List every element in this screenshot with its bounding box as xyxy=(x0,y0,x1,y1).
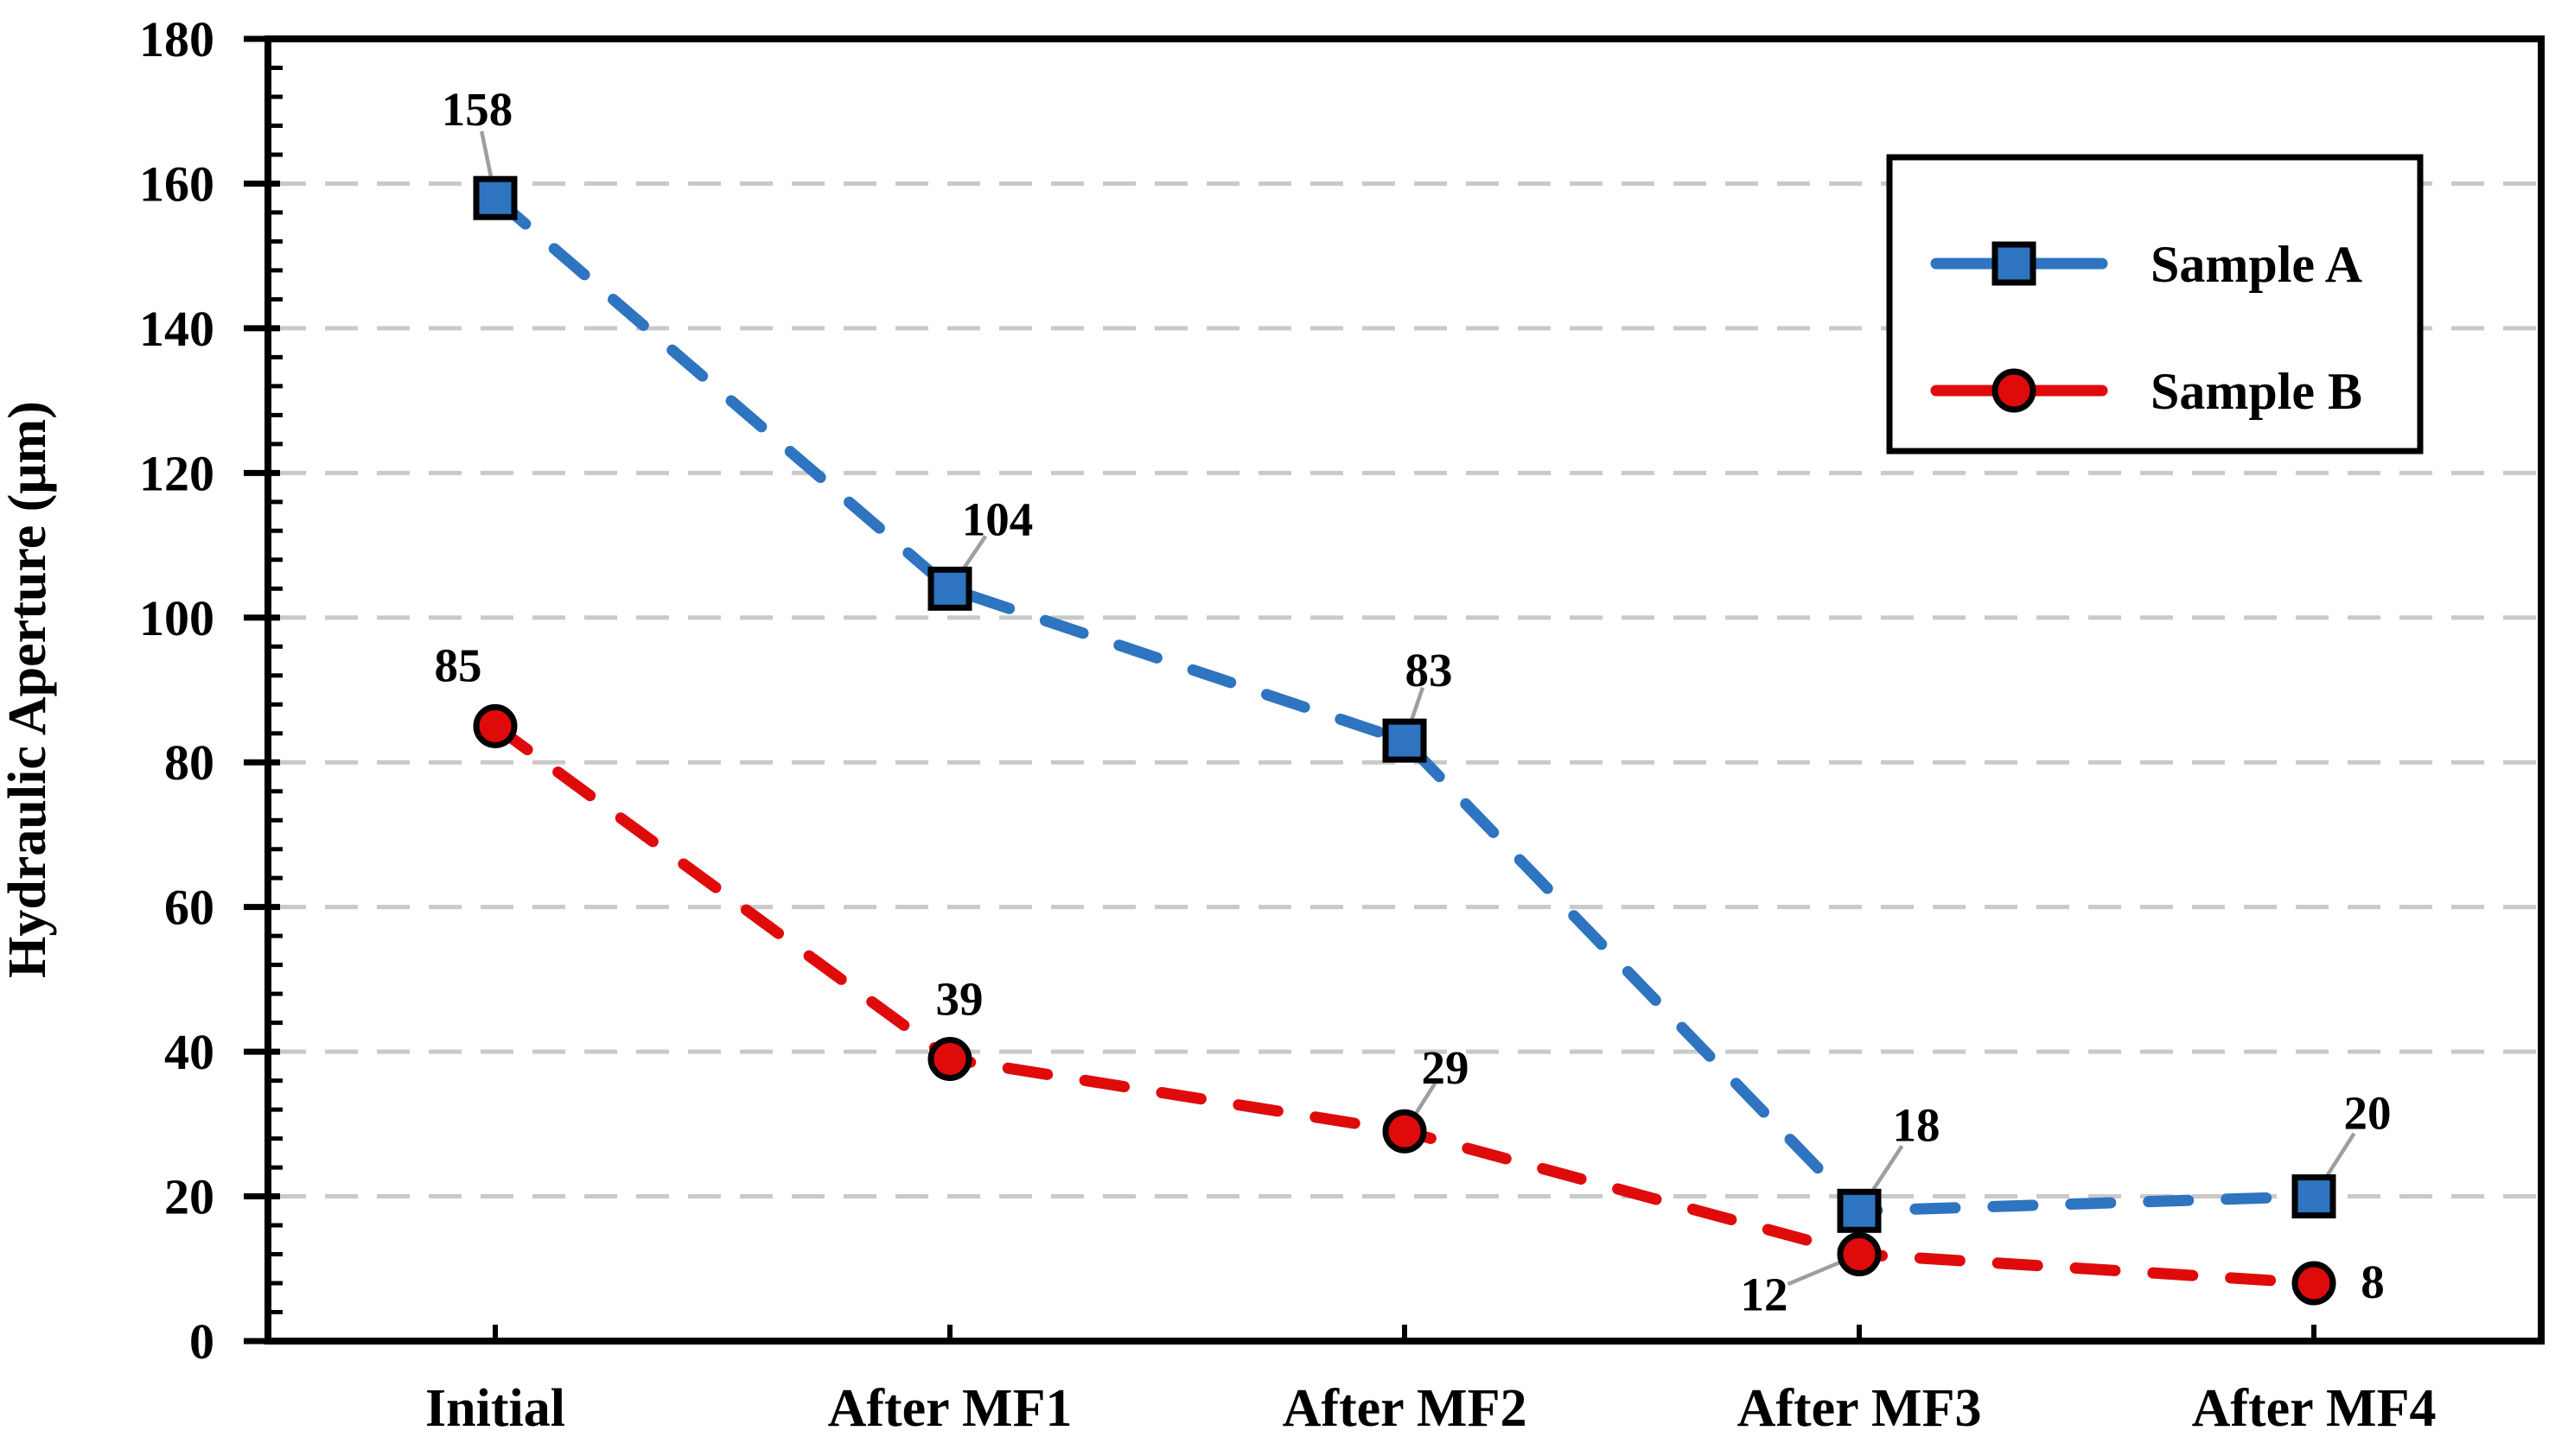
y-tick-label: 0 xyxy=(189,1313,214,1370)
data-label: 12 xyxy=(1741,1268,1788,1321)
legend: Sample A Sample B xyxy=(1886,154,2424,455)
y-tick-label: 100 xyxy=(139,590,214,646)
square-marker xyxy=(473,175,518,220)
data-label: 29 xyxy=(1422,1041,1469,1094)
y-tick-label: 120 xyxy=(139,445,214,501)
y-tick-label: 40 xyxy=(164,1024,214,1080)
y-tick-label: 160 xyxy=(139,156,214,212)
series-line-sample-b xyxy=(489,720,2320,1289)
x-category-label: Initial xyxy=(425,1379,565,1438)
x-category-label: After MF4 xyxy=(2192,1379,2437,1438)
data-label: 85 xyxy=(435,639,482,691)
y-tick-label: 80 xyxy=(164,734,214,791)
square-marker xyxy=(1837,1188,1882,1233)
data-label: 104 xyxy=(962,493,1034,545)
legend-circle-marker-icon xyxy=(1991,368,2036,413)
circle-marker xyxy=(1382,1109,1427,1154)
x-category-label: After MF1 xyxy=(828,1379,1073,1438)
data-label: 8 xyxy=(2361,1256,2385,1308)
x-category-label: After MF2 xyxy=(1283,1379,1527,1438)
square-marker xyxy=(927,566,972,611)
axes xyxy=(244,35,2545,1345)
data-point-labels: 158 104 83 18 20 85 39 29 12 8 xyxy=(435,83,2392,1320)
circle-marker xyxy=(1837,1232,1882,1277)
series-line-sample-a xyxy=(489,192,2320,1217)
data-point-markers xyxy=(473,175,2336,1306)
y-tick-label: 140 xyxy=(139,301,214,357)
legend-square-marker-icon xyxy=(1991,241,2036,286)
square-marker xyxy=(2291,1174,2336,1219)
y-tick-label: 180 xyxy=(139,11,214,67)
data-label: 83 xyxy=(1405,644,1453,696)
x-category-label: After MF3 xyxy=(1737,1379,1982,1438)
y-tick-label: 20 xyxy=(164,1169,214,1225)
circle-marker xyxy=(927,1036,972,1081)
data-label: 158 xyxy=(442,83,513,136)
square-marker xyxy=(1382,718,1427,763)
axis-labels: 0 20 40 60 80 100 120 140 160 180 Initial After MF1… xyxy=(139,11,2436,1438)
y-axis-title: Hydraulic Aperture (μm) xyxy=(0,401,57,978)
data-label: 18 xyxy=(1893,1098,1940,1151)
y-tick-label: 60 xyxy=(164,880,214,936)
legend-label-sample-a: Sample A xyxy=(2151,236,2362,293)
circle-marker xyxy=(473,703,518,748)
data-label: 39 xyxy=(936,972,984,1025)
legend-label-sample-b: Sample B xyxy=(2151,363,2362,420)
circle-marker xyxy=(2291,1261,2336,1306)
legend-box xyxy=(1886,154,2424,455)
data-label: 20 xyxy=(2344,1087,2392,1140)
